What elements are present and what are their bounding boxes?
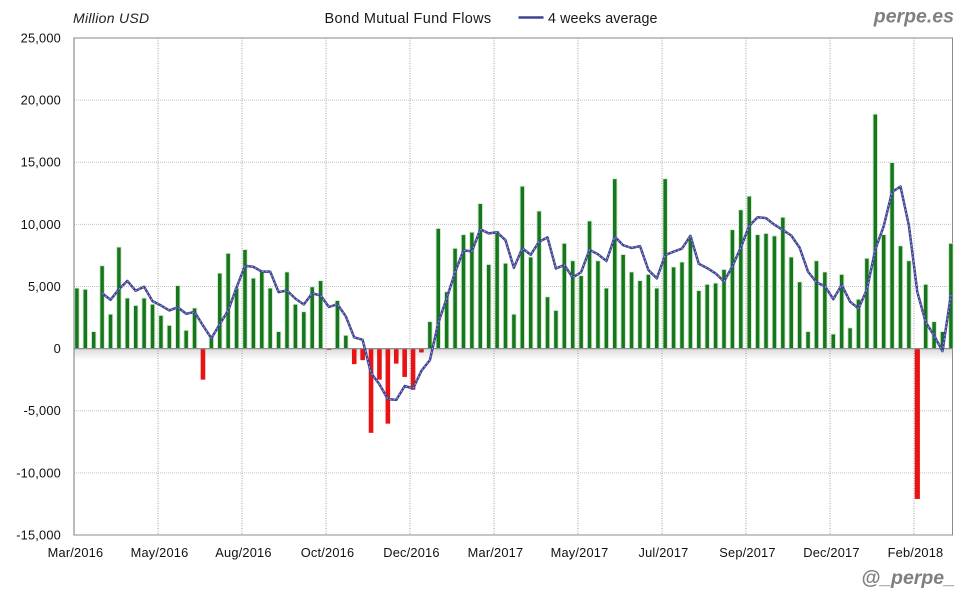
- svg-text:Sep/2017: Sep/2017: [719, 545, 775, 560]
- svg-text:10,000: 10,000: [21, 217, 61, 232]
- svg-text:Bond Mutual Fund Flows: Bond Mutual Fund Flows: [325, 11, 492, 27]
- svg-text:Oct/2016: Oct/2016: [301, 545, 355, 560]
- svg-text:4 weeks average: 4 weeks average: [548, 11, 658, 27]
- svg-text:15,000: 15,000: [21, 155, 61, 170]
- svg-text:Mar/2017: Mar/2017: [468, 545, 524, 560]
- svg-text:Dec/2017: Dec/2017: [803, 545, 859, 560]
- svg-text:Dec/2016: Dec/2016: [383, 545, 439, 560]
- svg-text:May/2016: May/2016: [131, 545, 189, 560]
- svg-text:May/2017: May/2017: [551, 545, 609, 560]
- svg-text:perpe.es: perpe.es: [873, 6, 954, 28]
- svg-text:-10,000: -10,000: [16, 465, 61, 480]
- svg-text:Aug/2016: Aug/2016: [215, 545, 271, 560]
- svg-text:Feb/2018: Feb/2018: [888, 545, 944, 560]
- svg-text:@_perpe_: @_perpe_: [861, 567, 955, 589]
- svg-text:-15,000: -15,000: [16, 528, 61, 543]
- svg-text:25,000: 25,000: [21, 31, 61, 46]
- svg-text:20,000: 20,000: [21, 93, 61, 108]
- svg-text:Million USD: Million USD: [73, 10, 149, 26]
- svg-text:Jul/2017: Jul/2017: [639, 545, 689, 560]
- svg-text:0: 0: [54, 341, 61, 356]
- svg-text:-5,000: -5,000: [24, 403, 62, 418]
- svg-text:Mar/2016: Mar/2016: [48, 545, 104, 560]
- svg-text:5,000: 5,000: [28, 279, 61, 294]
